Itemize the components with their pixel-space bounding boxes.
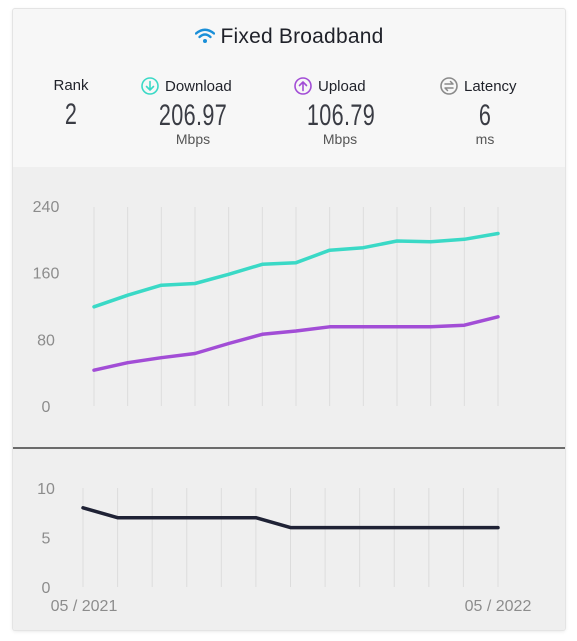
wifi-icon — [194, 28, 215, 43]
y-tick-label: 0 — [42, 580, 51, 597]
download-value: 206.97 — [158, 99, 228, 132]
latency-value: 6 — [478, 99, 492, 132]
upload-label: Upload — [318, 77, 366, 95]
x-tick-label: 05 / 2022 — [465, 598, 532, 615]
y-tick-label: 5 — [42, 531, 51, 548]
chart-area: 240 160 80 0 10 5 0 05 / 2021 05 / 2022 — [13, 167, 565, 630]
y-tick-label: 160 — [33, 266, 60, 283]
x-tick-label: 05 / 2021 — [51, 598, 118, 615]
y-tick-label: 0 — [42, 399, 51, 416]
rank-stat: Rank 2 — [49, 77, 93, 132]
card-title: Fixed Broadband — [13, 25, 565, 49]
upload-stat: Upload 106.79 Mbps — [294, 77, 386, 147]
download-label: Download — [165, 77, 232, 95]
latency-unit: ms — [475, 131, 495, 147]
rank-label: Rank — [53, 77, 89, 94]
latency-arrows-icon — [440, 77, 458, 95]
download-stat: Download 206.97 Mbps — [141, 77, 245, 147]
rank-value: 2 — [64, 98, 78, 131]
speed-chart: 240 160 80 0 — [33, 199, 500, 416]
latency-chart: 10 5 005 / 2021 05 / 2022 — [37, 481, 531, 615]
upload-value: 106.79 — [306, 99, 376, 132]
y-tick-label: 80 — [37, 332, 55, 349]
upload-unit: Mbps — [322, 131, 358, 147]
latency-label: Latency — [464, 77, 517, 95]
download-unit: Mbps — [175, 131, 211, 147]
download-arrow-icon — [141, 77, 159, 95]
upload-arrow-icon — [294, 77, 312, 95]
latency-stat: Latency 6 ms — [440, 77, 530, 147]
y-tick-label: 240 — [33, 199, 60, 216]
broadband-card: Fixed Broadband Rank 2 Download 206.97 M… — [13, 9, 565, 630]
title-text: Fixed Broadband — [220, 25, 384, 48]
y-tick-label: 10 — [37, 481, 55, 498]
